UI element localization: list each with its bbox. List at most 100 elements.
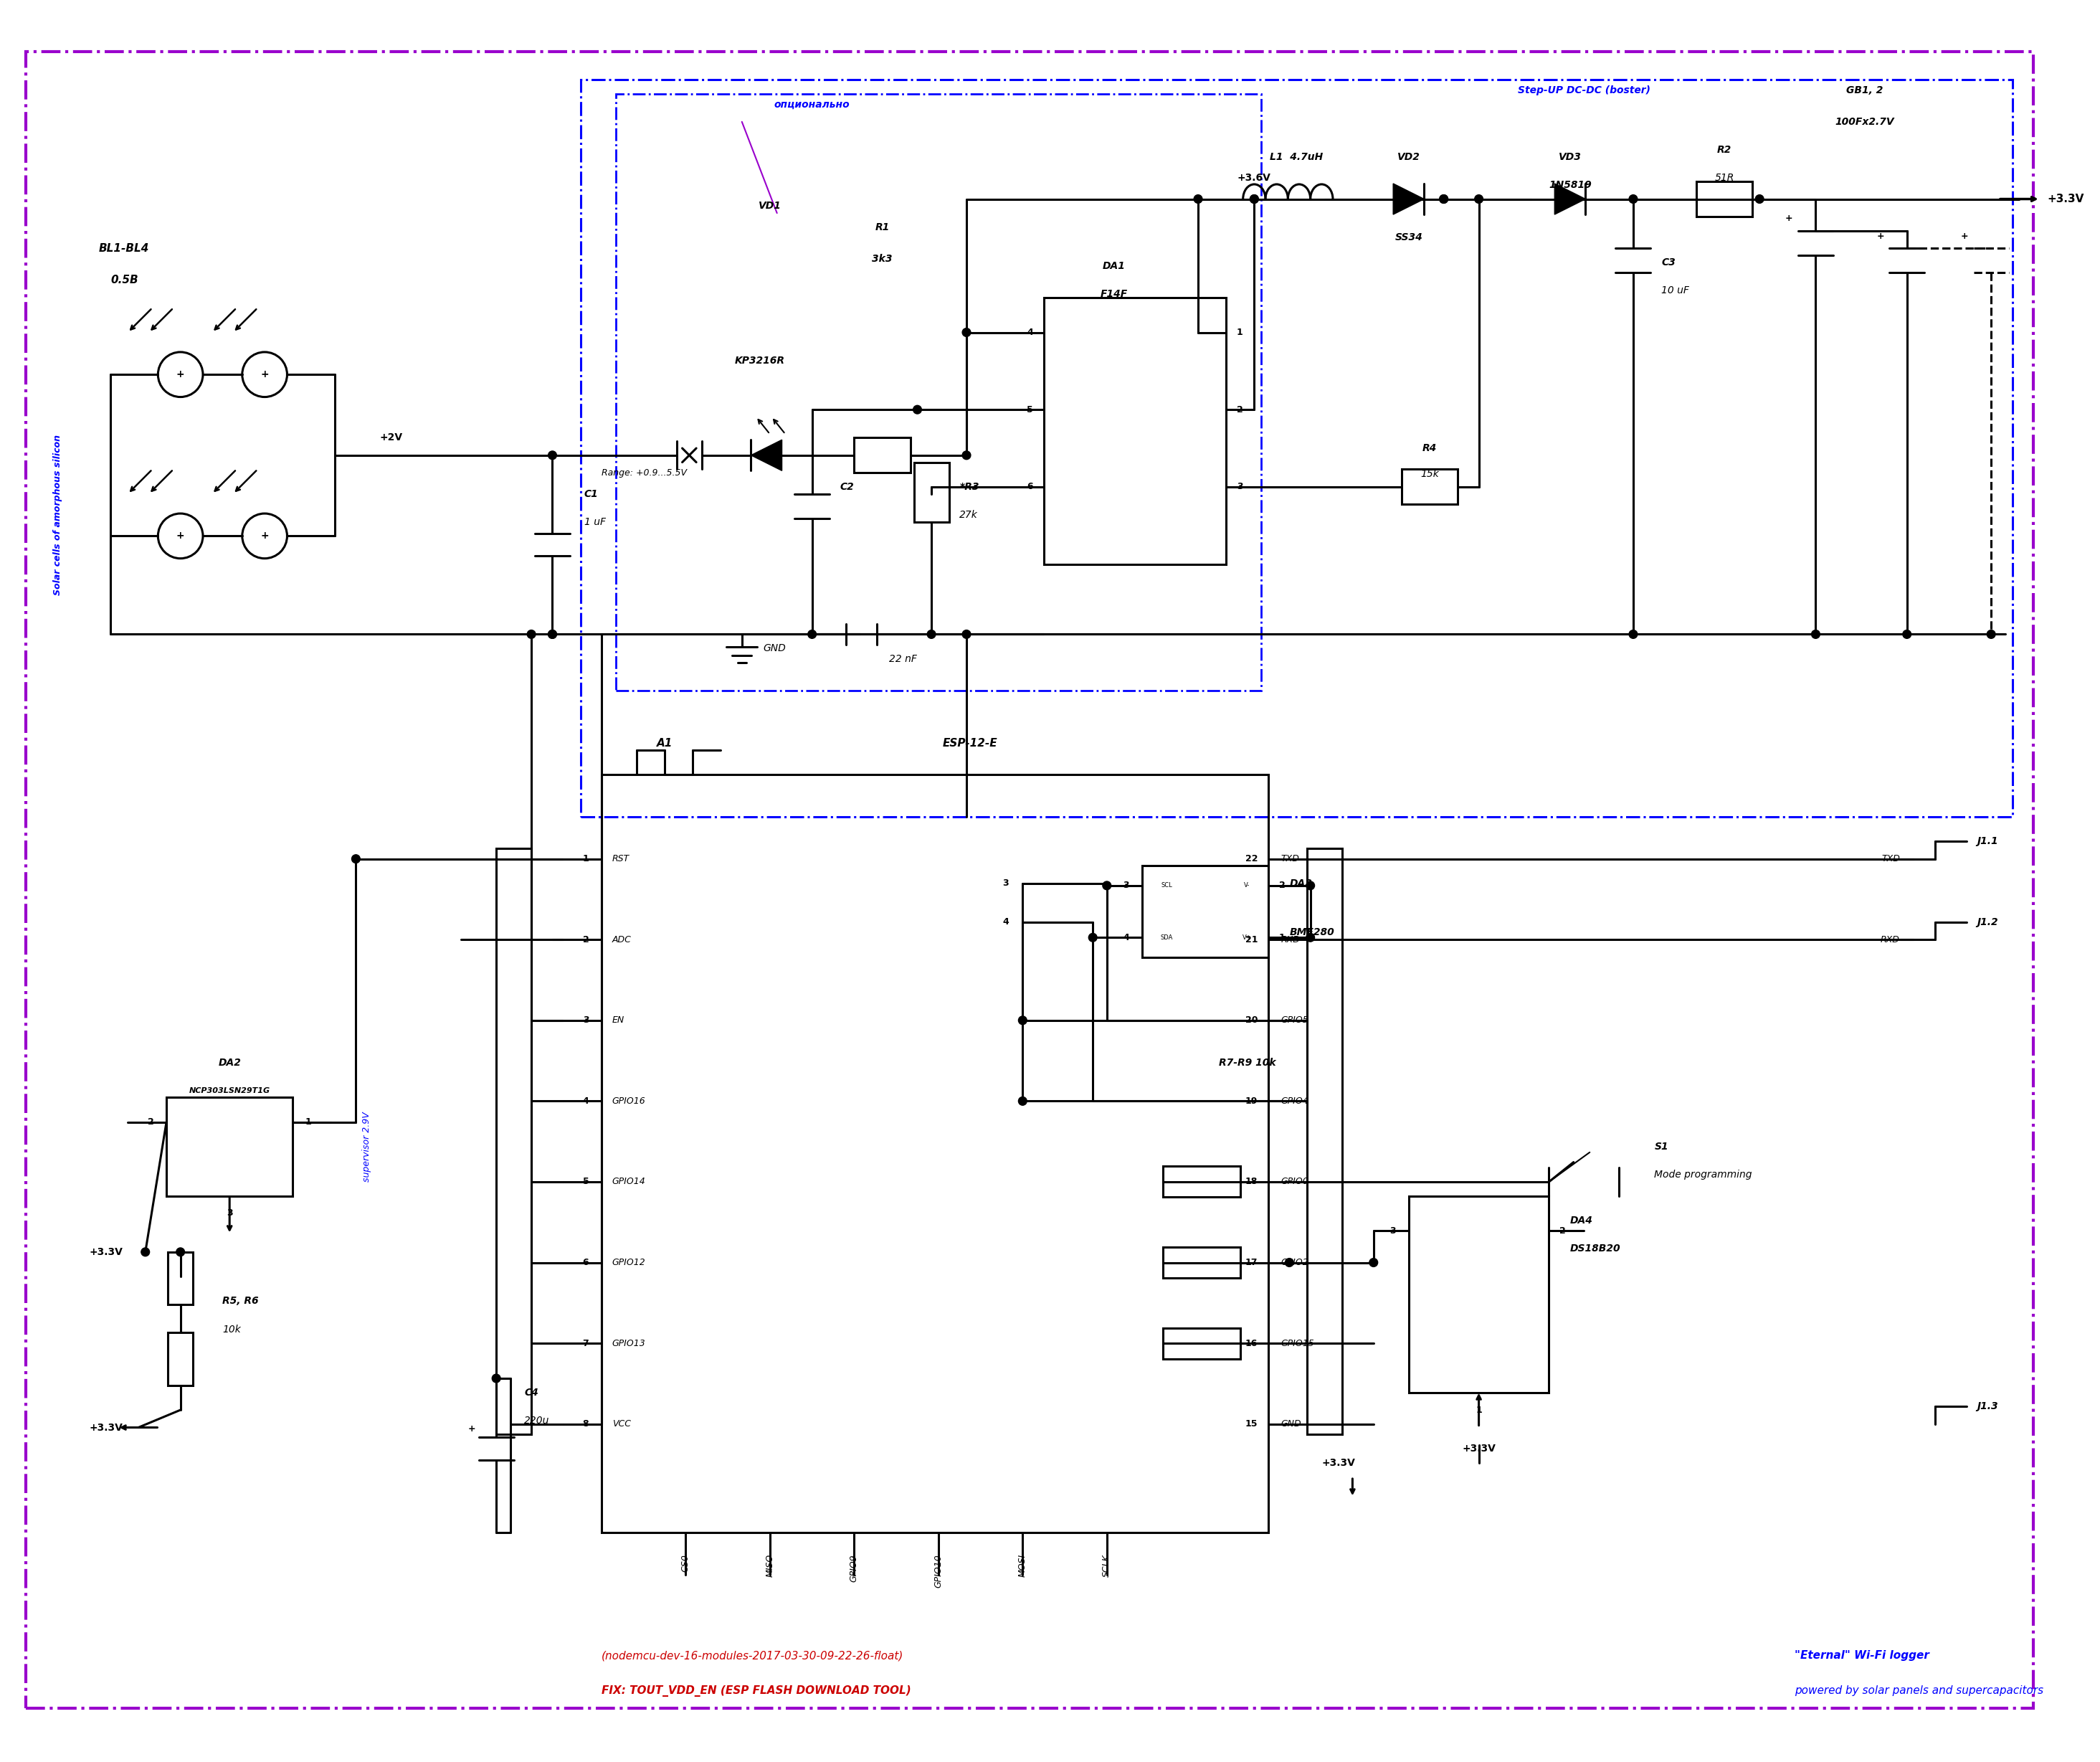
Circle shape (1019, 1098, 1027, 1105)
Text: GND: GND (1281, 1420, 1302, 1429)
Circle shape (1088, 934, 1096, 941)
Text: 1: 1 (1476, 1406, 1483, 1415)
Circle shape (1987, 631, 1995, 638)
Text: +: + (1877, 231, 1884, 241)
Text: 3: 3 (227, 1209, 233, 1218)
Text: V-: V- (1245, 883, 1250, 888)
Text: MISO: MISO (764, 1554, 775, 1577)
Text: R4: R4 (1422, 444, 1436, 453)
Text: 4: 4 (582, 1096, 588, 1107)
Text: 1: 1 (1279, 932, 1285, 943)
Circle shape (808, 631, 817, 638)
Text: EN: EN (611, 1015, 624, 1025)
Circle shape (548, 631, 557, 638)
Bar (914, 462, 949, 522)
Circle shape (1019, 1017, 1027, 1024)
Text: RST: RST (611, 855, 630, 863)
Text: RXD: RXD (1281, 936, 1300, 944)
Text: +3.6V: +3.6V (1237, 173, 1270, 183)
Text: Solar cells of amorphous silicon: Solar cells of amorphous silicon (53, 435, 63, 596)
Bar (1409, 1196, 1550, 1392)
Text: GPIO15: GPIO15 (1281, 1339, 1315, 1348)
Text: 3: 3 (1002, 879, 1008, 888)
Text: J1.1: J1.1 (1976, 837, 1999, 846)
Text: +3.3V: +3.3V (1321, 1457, 1355, 1468)
Text: опционально: опционально (775, 99, 851, 109)
Text: 1: 1 (304, 1117, 311, 1126)
Text: Step-UP DC-DC (boster): Step-UP DC-DC (boster) (1518, 85, 1651, 95)
Text: Mode programming: Mode programming (1655, 1170, 1751, 1181)
Text: +3.3V: +3.3V (2048, 194, 2083, 204)
Text: +: + (1961, 231, 1968, 241)
Text: R5, R6: R5, R6 (223, 1297, 258, 1306)
Text: DA1: DA1 (1103, 261, 1126, 271)
Text: powered by solar panels and supercapacitors: powered by solar panels and supercapacit… (1796, 1686, 2043, 1697)
Text: MOSI: MOSI (1019, 1554, 1027, 1577)
Text: BME280: BME280 (1289, 927, 1334, 937)
Text: SCL: SCL (1161, 883, 1172, 888)
Text: 1: 1 (582, 855, 588, 863)
Text: C3: C3 (1661, 257, 1676, 268)
Text: GPIO12: GPIO12 (611, 1258, 645, 1267)
Text: 4: 4 (1124, 932, 1130, 943)
Text: TXD: TXD (1882, 855, 1900, 863)
Text: 18: 18 (1245, 1177, 1258, 1186)
Text: KP3216R: KP3216R (735, 356, 785, 365)
Bar (1163, 1247, 1241, 1277)
Polygon shape (1392, 183, 1424, 215)
Text: +3.3V: +3.3V (88, 1247, 122, 1256)
Text: 100Fx2.7V: 100Fx2.7V (1835, 116, 1894, 127)
Text: 6: 6 (1027, 483, 1033, 492)
Text: R1: R1 (876, 222, 890, 233)
Text: 3: 3 (1237, 483, 1243, 492)
Text: *R3: *R3 (960, 481, 979, 492)
Text: +: + (176, 370, 185, 379)
Circle shape (527, 631, 536, 638)
Text: 2: 2 (1237, 405, 1243, 414)
Text: 2: 2 (1560, 1226, 1567, 1235)
Text: 1N5819: 1N5819 (1548, 180, 1592, 190)
Circle shape (914, 405, 922, 414)
Text: DA4: DA4 (1571, 1216, 1594, 1225)
Text: 6: 6 (582, 1258, 588, 1267)
Text: +2V: +2V (380, 433, 403, 442)
Text: 220u: 220u (525, 1415, 550, 1425)
Bar (1044, 298, 1226, 564)
Text: L1  4.7uH: L1 4.7uH (1270, 152, 1323, 162)
Text: VD2: VD2 (1397, 152, 1420, 162)
Text: 21: 21 (1245, 936, 1258, 944)
Text: 27k: 27k (960, 509, 979, 520)
Text: J1.2: J1.2 (1976, 916, 1999, 927)
Text: 2: 2 (582, 936, 588, 944)
Circle shape (1195, 196, 1203, 203)
Text: GPIO9: GPIO9 (851, 1554, 859, 1582)
Text: VD3: VD3 (1558, 152, 1581, 162)
Text: SCLK: SCLK (1103, 1554, 1111, 1577)
Bar (166, 1098, 292, 1196)
Circle shape (491, 1374, 500, 1383)
Text: 3: 3 (582, 1015, 588, 1025)
Bar (1306, 848, 1342, 1434)
Circle shape (1369, 1258, 1378, 1267)
Circle shape (928, 631, 937, 638)
Circle shape (1439, 196, 1447, 203)
Text: ESP-12-E: ESP-12-E (943, 738, 998, 749)
Text: VD1: VD1 (758, 201, 781, 211)
Text: 5: 5 (1027, 405, 1033, 414)
Bar (1401, 469, 1457, 504)
Text: 4: 4 (1002, 918, 1008, 927)
Text: 15k: 15k (1420, 469, 1439, 479)
Text: +: + (468, 1424, 475, 1434)
Text: GPIO13: GPIO13 (611, 1339, 645, 1348)
Text: 1 uF: 1 uF (584, 516, 605, 527)
Circle shape (1306, 881, 1315, 890)
Text: +: + (260, 530, 269, 541)
Text: 20: 20 (1245, 1015, 1258, 1025)
Text: C1: C1 (584, 488, 598, 499)
Text: 16: 16 (1245, 1339, 1258, 1348)
Bar (1163, 1166, 1241, 1196)
Text: J1.3: J1.3 (1976, 1401, 1999, 1411)
Circle shape (1474, 196, 1483, 203)
Text: supervisor 2.9V: supervisor 2.9V (361, 1112, 372, 1182)
Bar (168, 1253, 193, 1304)
